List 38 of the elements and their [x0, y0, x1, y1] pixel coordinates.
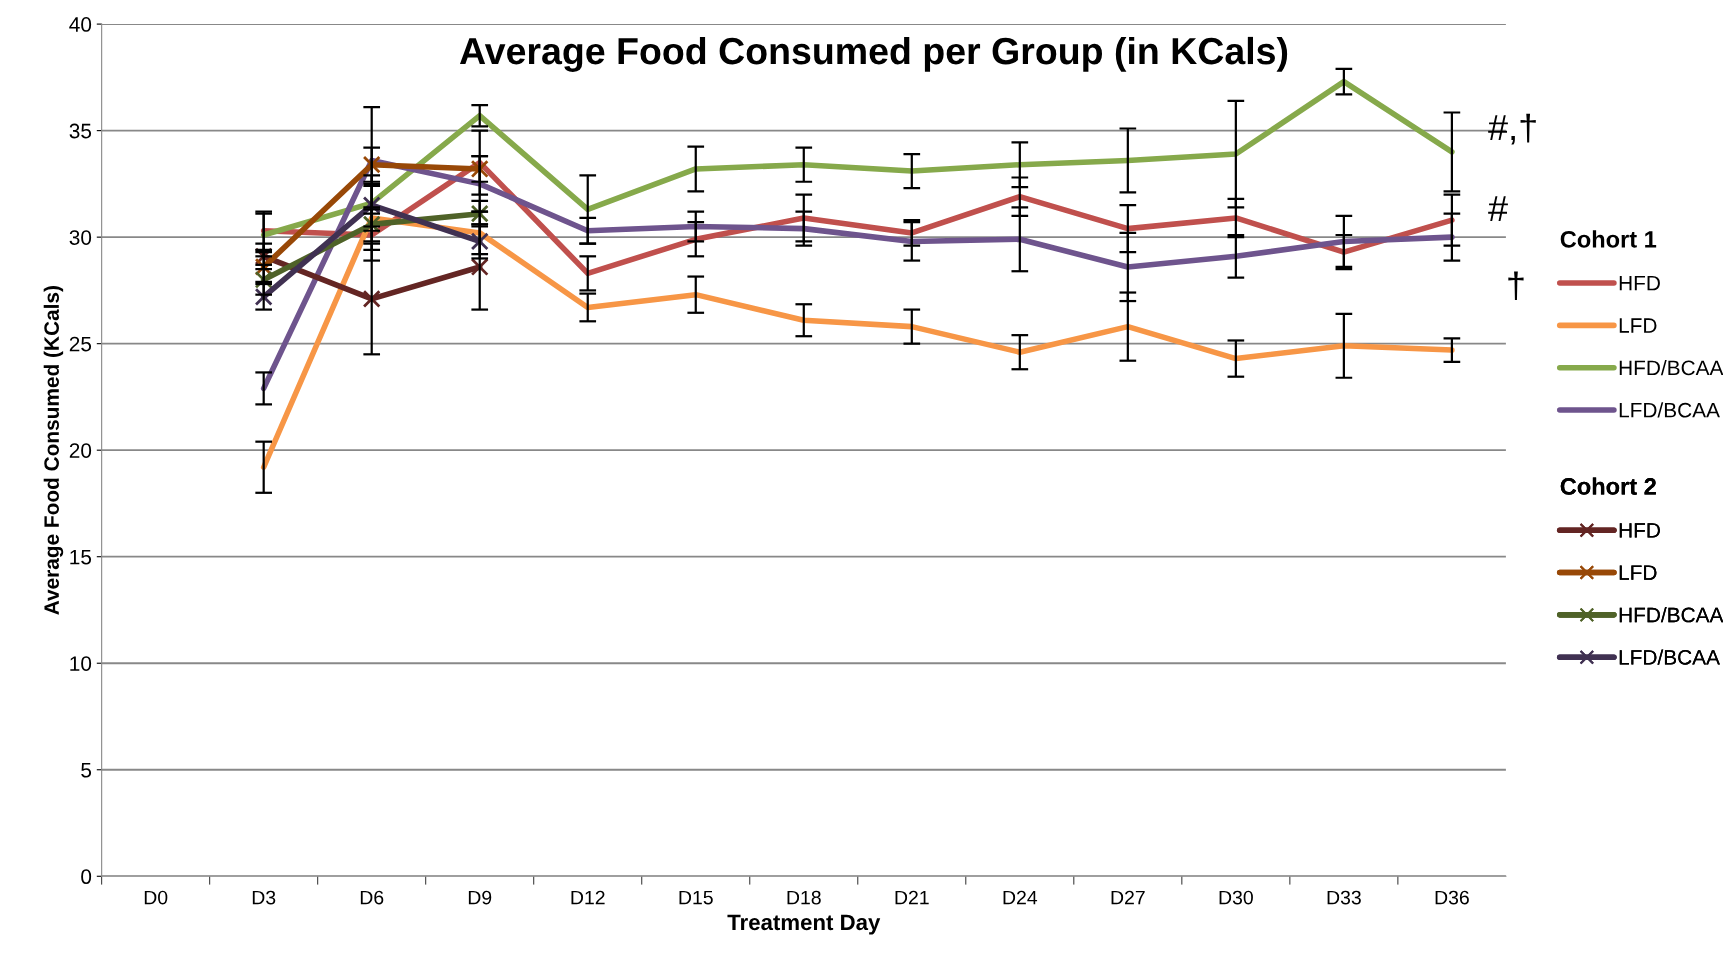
annotation: #,†	[1488, 113, 1536, 145]
x-tick-label: D15	[679, 890, 713, 905]
x-tick-label: D30	[1219, 890, 1253, 905]
text: Cohort 2	[1560, 477, 1656, 495]
y-axis-title: Average Food Consumed (KCals)	[43, 286, 64, 615]
legend-label: LFD/BCAA	[1619, 402, 1720, 418]
x-tick-label: D6	[360, 890, 384, 905]
annotation: #	[1488, 196, 1508, 221]
legend-label: HFD	[1619, 523, 1660, 538]
x-tick-label: D12	[571, 890, 605, 905]
legend-label: HFD/BCAA	[1619, 359, 1723, 376]
text: Cohort 1	[1560, 230, 1657, 248]
y-tick-label: 15	[70, 549, 92, 565]
x-tick-label: D9	[468, 890, 492, 905]
legend-label: HFD/BCAA	[1619, 607, 1723, 623]
y-tick-label: 20	[69, 443, 92, 458]
legend-label: LFD	[1619, 565, 1657, 580]
y-tick-label: 25	[69, 336, 92, 352]
legend-label: LFD	[1619, 318, 1657, 333]
x-tick-label: D3	[252, 890, 276, 905]
y-tick-label: 5	[81, 762, 92, 778]
y-tick-label: 10	[70, 656, 92, 671]
x-tick-label: D27	[1111, 890, 1145, 905]
x-tick-label: D24	[1003, 890, 1038, 905]
legend-label: HFD	[1619, 276, 1660, 291]
y-tick-label: 35	[69, 123, 92, 139]
x-axis-title: Treatment Day	[727, 914, 881, 935]
x-tick-label: D18	[787, 890, 821, 905]
legend-label: LFD/BCAA	[1619, 649, 1720, 665]
chart-title: Average Food Consumed per Group (in KCals)	[459, 36, 1288, 72]
x-tick-label: D33	[1327, 890, 1361, 905]
x-tick-label: D0	[144, 890, 168, 905]
y-tick-label: 0	[81, 869, 92, 885]
text: †	[1508, 271, 1524, 301]
y-tick-label: 30	[69, 230, 92, 245]
y-tick-label: 40	[69, 17, 92, 32]
x-tick-label: D36	[1435, 890, 1469, 905]
x-tick-label: D21	[895, 890, 929, 905]
